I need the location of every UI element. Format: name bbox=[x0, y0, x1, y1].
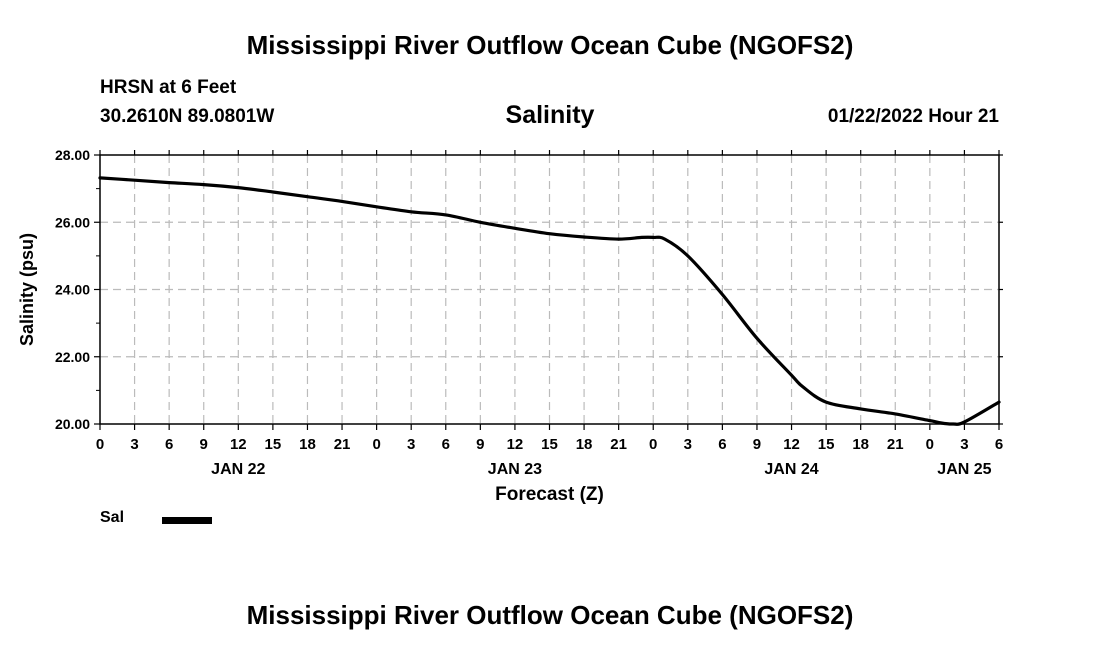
date-label: JAN 22 bbox=[211, 461, 265, 478]
x-tick-label: 6 bbox=[995, 436, 1003, 453]
y-axis-label: Salinity (psu) bbox=[17, 233, 37, 346]
grid-lines bbox=[100, 155, 999, 424]
x-tick-label: 0 bbox=[649, 436, 657, 453]
x-tick-label: 12 bbox=[507, 436, 524, 453]
station-label: HRSN at 6 Feet bbox=[100, 77, 237, 98]
x-tick-label: 21 bbox=[610, 436, 627, 453]
x-tick-label: 15 bbox=[265, 436, 282, 453]
y-tick-label: 22.00 bbox=[55, 349, 90, 365]
legend-label: Sal bbox=[100, 509, 125, 526]
y-tick-label: 26.00 bbox=[55, 214, 90, 230]
x-tick-label: 6 bbox=[165, 436, 173, 453]
x-tick-label: 3 bbox=[130, 436, 138, 453]
y-tick-label: 28.00 bbox=[55, 147, 90, 163]
x-tick-label: 6 bbox=[718, 436, 726, 453]
x-tick-label: 6 bbox=[442, 436, 450, 453]
x-tick-label: 3 bbox=[960, 436, 968, 453]
footer-title: Mississippi River Outflow Ocean Cube (NG… bbox=[246, 600, 854, 630]
x-axis-label: Forecast (Z) bbox=[495, 484, 604, 505]
chart-title: Mississippi River Outflow Ocean Cube (NG… bbox=[246, 30, 854, 60]
x-tick-label: 0 bbox=[372, 436, 380, 453]
y-tick-label: 24.00 bbox=[55, 282, 90, 298]
x-tick-label: 21 bbox=[887, 436, 904, 453]
x-tick-label: 18 bbox=[299, 436, 316, 453]
date-labels: JAN 22 JAN 23 JAN 24 JAN 25 bbox=[211, 461, 991, 478]
date-label: JAN 23 bbox=[488, 461, 542, 478]
legend: Sal bbox=[100, 509, 212, 527]
date-label: JAN 25 bbox=[937, 461, 991, 478]
station-coordinates: 30.2610N 89.0801W bbox=[100, 106, 275, 127]
date-label: JAN 24 bbox=[764, 461, 818, 478]
x-tick-labels: 0 3 6 9 12 15 18 21 0 3 6 9 12 15 18 21 0 3 6 9 12 15 18 21 0 3 6 bbox=[96, 436, 1003, 453]
x-tick-label: 9 bbox=[753, 436, 761, 453]
x-tick-label: 18 bbox=[852, 436, 869, 453]
x-tick-label: 0 bbox=[96, 436, 104, 453]
x-tick-label: 9 bbox=[476, 436, 484, 453]
series-line-sal bbox=[98, 176, 1001, 426]
x-tick-label: 15 bbox=[541, 436, 558, 453]
x-tick-label: 3 bbox=[407, 436, 415, 453]
y-tick-labels: 20.00 22.00 24.00 26.00 28.00 bbox=[55, 147, 90, 432]
x-tick-label: 18 bbox=[576, 436, 593, 453]
variable-title: Salinity bbox=[505, 101, 595, 129]
x-tick-label: 0 bbox=[926, 436, 934, 453]
legend-swatch bbox=[162, 517, 212, 524]
forecast-datetime: 01/22/2022 Hour 21 bbox=[827, 106, 999, 127]
axis-ticks bbox=[94, 150, 1003, 430]
y-tick-label: 20.00 bbox=[55, 416, 90, 432]
x-tick-label: 15 bbox=[818, 436, 835, 453]
x-tick-label: 3 bbox=[684, 436, 692, 453]
x-tick-label: 12 bbox=[230, 436, 247, 453]
x-tick-label: 21 bbox=[334, 436, 351, 453]
x-tick-label: 9 bbox=[200, 436, 208, 453]
x-tick-label: 12 bbox=[783, 436, 800, 453]
